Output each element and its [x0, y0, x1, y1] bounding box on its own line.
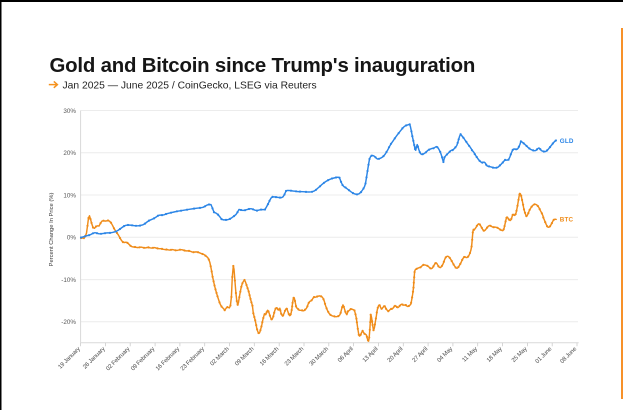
svg-text:GLD: GLD: [560, 138, 574, 145]
svg-text:Percent Change In Price (%): Percent Change In Price (%): [49, 193, 55, 267]
svg-text:-20%: -20%: [61, 319, 76, 326]
svg-text:Gold and Bitcoin since Trump's: Gold and Bitcoin since Trump's inaugurat…: [50, 55, 476, 77]
svg-text:20%: 20%: [63, 150, 76, 157]
svg-text:BTC: BTC: [560, 217, 574, 224]
svg-text:0%: 0%: [67, 235, 77, 242]
svg-text:Jan 2025 — June 2025 / CoinGec: Jan 2025 — June 2025 / CoinGecko, LSEG v…: [63, 81, 317, 92]
svg-text:10%: 10%: [63, 192, 76, 199]
svg-text:30%: 30%: [63, 108, 76, 115]
svg-text:-10%: -10%: [61, 277, 76, 284]
